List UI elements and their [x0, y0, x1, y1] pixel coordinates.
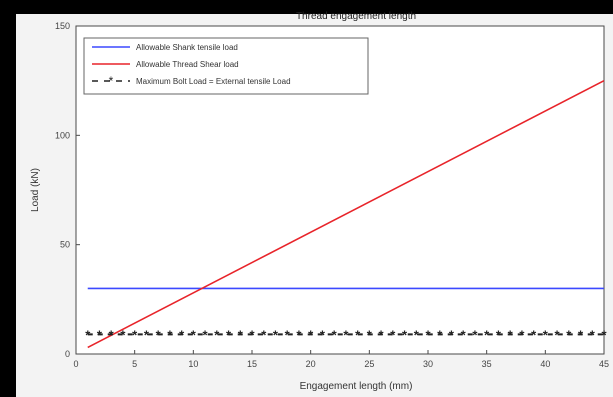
- x-tick-label: 15: [247, 359, 257, 369]
- series-marker: *: [566, 327, 572, 342]
- series-marker: *: [97, 327, 103, 342]
- legend-label-thread: Allowable Thread Shear load: [136, 60, 239, 69]
- series-marker: *: [578, 327, 584, 342]
- series-marker: *: [543, 327, 549, 342]
- series-layer: * * * * * * * * * * * * * * * * * * * * * * * * * * * * * * * * * * * * * * * *…: [85, 79, 607, 349]
- series-marker: *: [273, 327, 279, 342]
- series-marker: *: [203, 327, 209, 342]
- series-marker: *: [296, 327, 302, 342]
- series-marker: *: [332, 327, 338, 342]
- y-tick-label: 0: [65, 349, 70, 359]
- y-axis-label: Load (kN): [30, 168, 41, 212]
- x-tick-label: 40: [540, 359, 550, 369]
- x-tick-label: 35: [482, 359, 492, 369]
- series-marker: *: [85, 327, 91, 342]
- series-marker: *: [601, 327, 607, 342]
- series-marker: *: [390, 327, 396, 342]
- series-marker: *: [379, 327, 385, 342]
- axis-ticks: 0 5 10 15 20 25 30 35 40 45 0 50 100 150: [55, 21, 609, 369]
- x-tick-label: 25: [364, 359, 374, 369]
- legend-label-shank: Allowable Shank tensile load: [136, 43, 238, 52]
- series-marker: *: [191, 327, 197, 342]
- x-tick-label: 20: [306, 359, 316, 369]
- series-marker: *: [555, 327, 561, 342]
- x-axis-label: Engagement length (mm): [300, 381, 413, 392]
- series-marker: *: [414, 327, 420, 342]
- legend-marker-bolt: *: [109, 74, 114, 88]
- x-tick-label: 5: [132, 359, 137, 369]
- y-tick-label: 50: [60, 240, 70, 250]
- series-marker: *: [425, 327, 431, 342]
- series-marker: *: [261, 327, 267, 342]
- x-tick-label: 10: [188, 359, 198, 369]
- series-marker: *: [109, 327, 115, 342]
- legend: Allowable Shank tensile load Allowable T…: [83, 37, 369, 95]
- series-marker: *: [249, 327, 255, 342]
- x-tick-label: 0: [73, 359, 78, 369]
- series-marker: *: [590, 327, 596, 342]
- series-marker: *: [437, 327, 443, 342]
- series-marker: *: [531, 327, 537, 342]
- series-marker: *: [484, 327, 490, 342]
- series-marker: *: [156, 327, 162, 342]
- chart-title: Thread engagement length: [296, 11, 416, 22]
- x-tick-label: 30: [423, 359, 433, 369]
- series-marker: *: [226, 327, 232, 342]
- series-marker: *: [144, 327, 150, 342]
- legend-box: [83, 37, 369, 95]
- series-marker: *: [367, 327, 373, 342]
- series-marker: *: [343, 327, 349, 342]
- y-tick-label: 100: [55, 130, 70, 140]
- series-marker: *: [472, 327, 478, 342]
- series-marker: *: [519, 327, 525, 342]
- legend-label-bolt: Maximum Bolt Load = External tensile Loa…: [136, 77, 291, 86]
- series-marker: *: [238, 327, 244, 342]
- series-marker: *: [167, 327, 173, 342]
- series-marker: *: [508, 327, 514, 342]
- series-marker: *: [320, 327, 326, 342]
- series-marker: *: [496, 327, 502, 342]
- series-marker: *: [179, 327, 185, 342]
- series-marker: *: [120, 327, 126, 342]
- series-line-1: [87, 79, 605, 349]
- y-tick-label: 150: [55, 21, 70, 31]
- series-marker: *: [285, 327, 291, 342]
- series-marker: *: [214, 327, 220, 342]
- series-marker: *: [132, 327, 138, 342]
- series-marker: *: [402, 327, 408, 342]
- x-tick-label: 45: [599, 359, 609, 369]
- series-marker: *: [308, 327, 314, 342]
- series-marker: *: [449, 327, 455, 342]
- series-marker: *: [461, 327, 467, 342]
- series-marker: *: [355, 327, 361, 342]
